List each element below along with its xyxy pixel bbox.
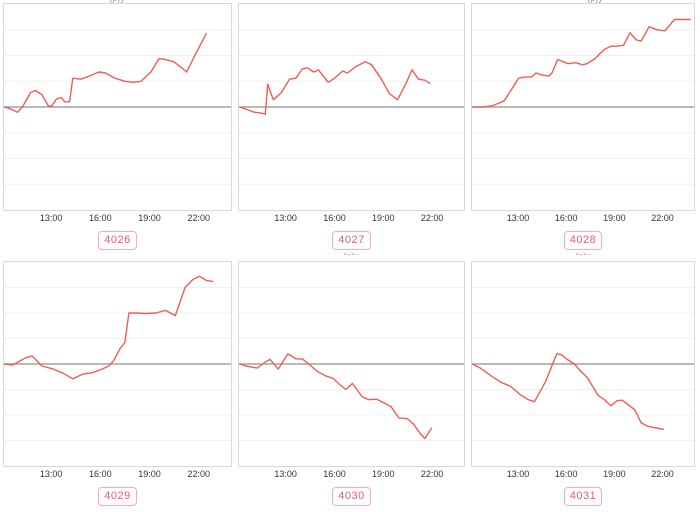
chart-cell-4028: 13:00 16:00 19:00 22:00 4028 <box>471 3 695 250</box>
x-axis-tick-label: 22:00 <box>420 469 444 479</box>
clipped-title-fragment: (p)y <box>95 0 139 3</box>
x-axis-tick-label: 22:00 <box>420 213 444 223</box>
chart-id-badge[interactable]: 4026 <box>98 231 137 250</box>
x-axis-tick-label: 16:00 <box>89 213 112 223</box>
x-axis-tick-label: 19:00 <box>603 469 626 479</box>
badge-row: 4031 <box>471 486 695 506</box>
badge-row: 4030 <box>238 486 465 506</box>
x-axis: 13:00 16:00 19:00 22:00 <box>238 468 465 480</box>
x-axis-tick-label: 13:00 <box>39 469 63 479</box>
badge-row: 4027 <box>238 230 465 250</box>
line-chart-4026 <box>4 29 231 185</box>
chart-id-badge[interactable]: 4028 <box>563 231 603 250</box>
line-chart-4029 <box>4 275 231 441</box>
line-chart-4031 <box>472 287 694 441</box>
chart-id-badge[interactable]: 4029 <box>98 487 137 506</box>
plot-area <box>471 261 695 467</box>
x-axis-tick-label: 13:00 <box>274 213 297 223</box>
plot-area <box>238 261 465 467</box>
x-axis-tick-label: 16:00 <box>89 469 112 479</box>
x-axis-tick-label: 16:00 <box>554 469 578 479</box>
x-axis-tick-label: 19:00 <box>138 469 161 479</box>
badge-row: 4028 <box>471 230 695 250</box>
badge-row: 4029 <box>3 486 232 506</box>
x-axis-tick-label: 22:00 <box>187 469 211 479</box>
x-axis-tick-label: 19:00 <box>138 213 161 223</box>
clipped-title-fragment: (p)y <box>573 0 617 3</box>
badge-row: 4026 <box>3 230 232 250</box>
clipped-title-fragment: (p)y <box>329 251 373 255</box>
x-axis: 13:00 16:00 19:00 22:00 <box>471 212 695 224</box>
x-axis: 13:00 16:00 19:00 22:00 <box>3 468 232 480</box>
chart-cell-4030: 13:00 16:00 19:00 22:00 4030 <box>238 261 465 506</box>
chart-cell-4027: 13:00 16:00 19:00 22:00 4027 <box>238 3 465 250</box>
chart-id-badge[interactable]: 4031 <box>563 487 603 506</box>
x-axis: 13:00 16:00 19:00 22:00 <box>238 212 465 224</box>
x-axis-tick-label: 16:00 <box>323 213 346 223</box>
x-axis-tick-label: 22:00 <box>651 469 674 479</box>
x-axis-tick-label: 19:00 <box>603 213 626 223</box>
x-axis-tick-label: 19:00 <box>372 469 395 479</box>
x-axis-tick-label: 16:00 <box>554 213 578 223</box>
clipped-title-fragment: (p)y <box>561 251 605 255</box>
plot-area <box>238 3 465 211</box>
x-axis-tick-label: 13:00 <box>506 213 530 223</box>
x-axis-tick-label: 19:00 <box>372 213 395 223</box>
x-axis: 13:00 16:00 19:00 22:00 <box>3 212 232 224</box>
x-axis-tick-label: 13:00 <box>506 469 530 479</box>
chart-cell-4026: 13:00 16:00 19:00 22:00 4026 <box>3 3 232 250</box>
x-axis-tick-label: 13:00 <box>274 469 297 479</box>
line-chart-4027 <box>239 29 464 185</box>
line-chart-4028 <box>472 18 694 185</box>
line-chart-4030 <box>239 287 464 441</box>
chart-cell-4029: 13:00 16:00 19:00 22:00 4029 <box>3 261 232 506</box>
plot-area <box>471 3 695 211</box>
x-axis-tick-label: 22:00 <box>187 213 211 223</box>
x-axis-tick-label: 16:00 <box>323 469 346 479</box>
chart-id-badge[interactable]: 4027 <box>332 231 371 250</box>
plot-area <box>3 261 232 467</box>
plot-area <box>3 3 232 211</box>
x-axis-tick-label: 22:00 <box>651 213 674 223</box>
chart-cell-4031: 13:00 16:00 19:00 22:00 4031 <box>471 261 695 506</box>
chart-id-badge[interactable]: 4030 <box>332 487 371 506</box>
x-axis-tick-label: 13:00 <box>39 213 63 223</box>
x-axis: 13:00 16:00 19:00 22:00 <box>471 468 695 480</box>
